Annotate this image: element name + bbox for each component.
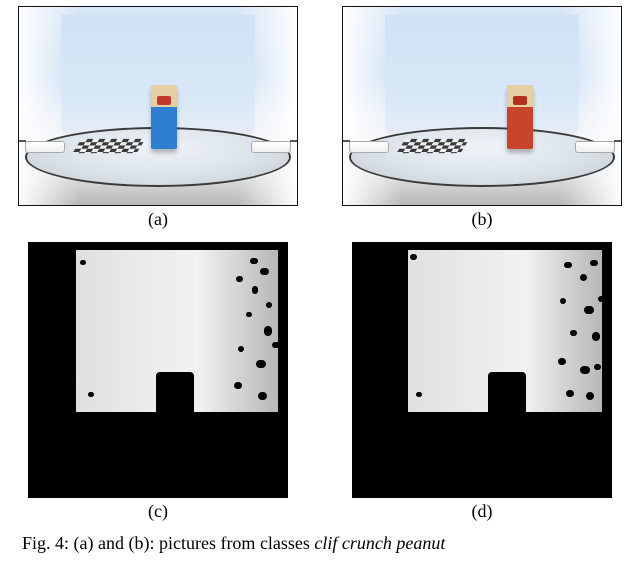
noise-speck [592, 332, 600, 341]
sublabel-d: (d) [472, 501, 493, 522]
noise-speck [560, 298, 566, 304]
panel-grid: (a) (b) [14, 6, 626, 530]
noise-speck [410, 254, 417, 260]
clif-box-b [507, 85, 533, 149]
clif-box-a-top [151, 85, 177, 107]
lamp-left [349, 141, 389, 153]
checkerboard-b [397, 139, 470, 153]
depth-object-c [156, 372, 194, 418]
noise-speck [246, 312, 252, 317]
noise-speck [580, 366, 590, 374]
noise-speck [256, 360, 266, 368]
clif-box-b-bottom [507, 107, 533, 149]
lamp-right [575, 141, 615, 153]
noise-speck [80, 260, 86, 265]
panel-a: (a) [18, 6, 298, 238]
noise-speck [416, 392, 422, 397]
checkerboard-a [73, 139, 146, 153]
noise-speck [590, 260, 598, 266]
noise-speck [252, 286, 258, 294]
noise-speck [260, 268, 269, 275]
panel-c: (c) [28, 242, 288, 530]
noise-speck [234, 382, 242, 389]
depthmap-c [28, 242, 288, 498]
noise-speck [250, 258, 258, 264]
noise-speck [238, 346, 244, 352]
sublabel-c: (c) [148, 501, 168, 522]
lamp-right [251, 141, 291, 153]
figure-4: (a) (b) [0, 0, 640, 555]
noise-speck [264, 326, 272, 336]
photo-b [342, 6, 622, 206]
caption-class-name: clif crunch peanut [314, 533, 445, 553]
caption-prefix: Fig. 4: (a) and (b): pictures from class… [22, 533, 314, 553]
clif-box-a [151, 85, 177, 149]
noise-speck [564, 262, 572, 268]
noise-speck [594, 364, 601, 370]
clif-logo-a [157, 96, 171, 105]
turntable-b [349, 127, 615, 187]
clif-box-b-top [507, 85, 533, 107]
noise-speck [236, 276, 243, 282]
noise-speck [586, 392, 594, 400]
sublabel-a: (a) [148, 209, 168, 230]
noise-speck [580, 274, 587, 281]
panel-b: (b) [342, 6, 622, 238]
noise-speck [598, 296, 604, 302]
noise-speck [266, 302, 272, 308]
clif-logo-b [513, 96, 527, 105]
noise-speck [558, 358, 566, 365]
sublabel-b: (b) [472, 209, 493, 230]
backdrop-b [385, 15, 579, 140]
clif-box-a-bottom [151, 107, 177, 149]
noise-speck [88, 392, 94, 397]
photo-a [18, 6, 298, 206]
noise-speck [272, 342, 280, 348]
noise-speck [584, 306, 594, 314]
figure-caption: Fig. 4: (a) and (b): pictures from class… [14, 530, 626, 555]
lamp-left [25, 141, 65, 153]
depthmap-d [352, 242, 612, 498]
noise-speck [258, 392, 267, 400]
noise-speck [566, 390, 574, 397]
depth-object-d [488, 372, 526, 418]
panel-d: (d) [352, 242, 612, 530]
noise-speck [570, 330, 577, 336]
